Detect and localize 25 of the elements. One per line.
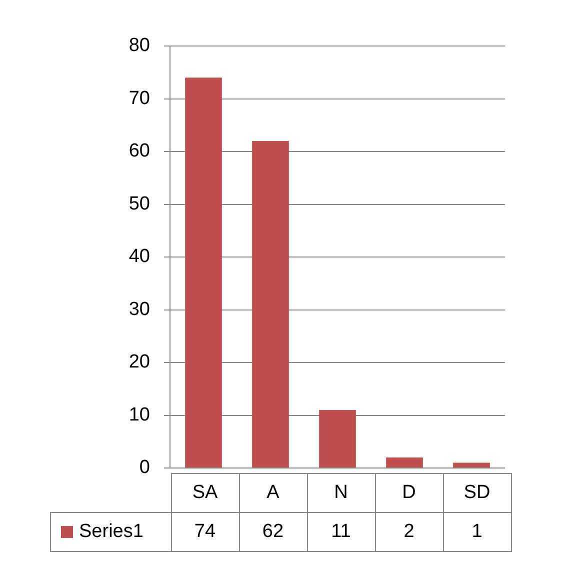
data-label: 11 (307, 512, 375, 552)
y-tick-label: 20 (128, 352, 150, 373)
y-tick-label: 50 (128, 193, 150, 214)
y-tick-label: 40 (128, 246, 150, 268)
legend-label: Series1 (50, 512, 171, 552)
x-tick-label: A (239, 474, 307, 512)
y-tick-label: 80 (128, 35, 150, 56)
x-tick-label: D (375, 474, 443, 512)
bar (386, 457, 423, 468)
bar (252, 140, 289, 468)
y-tick-label: 0 (139, 457, 150, 478)
data-label: 1 (443, 512, 511, 552)
data-label: 74 (171, 512, 239, 552)
data-label: 2 (375, 512, 443, 552)
bar (453, 462, 490, 468)
y-tick-label: 60 (128, 140, 150, 162)
y-tick-label: 30 (128, 298, 150, 320)
bar (185, 78, 222, 468)
bar (319, 410, 356, 468)
x-tick-label: SD (443, 474, 511, 512)
y-tick-label: 10 (128, 404, 150, 426)
data-label: 62 (239, 512, 307, 552)
x-tick-label: SA (171, 474, 239, 512)
x-tick-label: N (307, 474, 375, 512)
y-tick-label: 70 (128, 88, 150, 109)
